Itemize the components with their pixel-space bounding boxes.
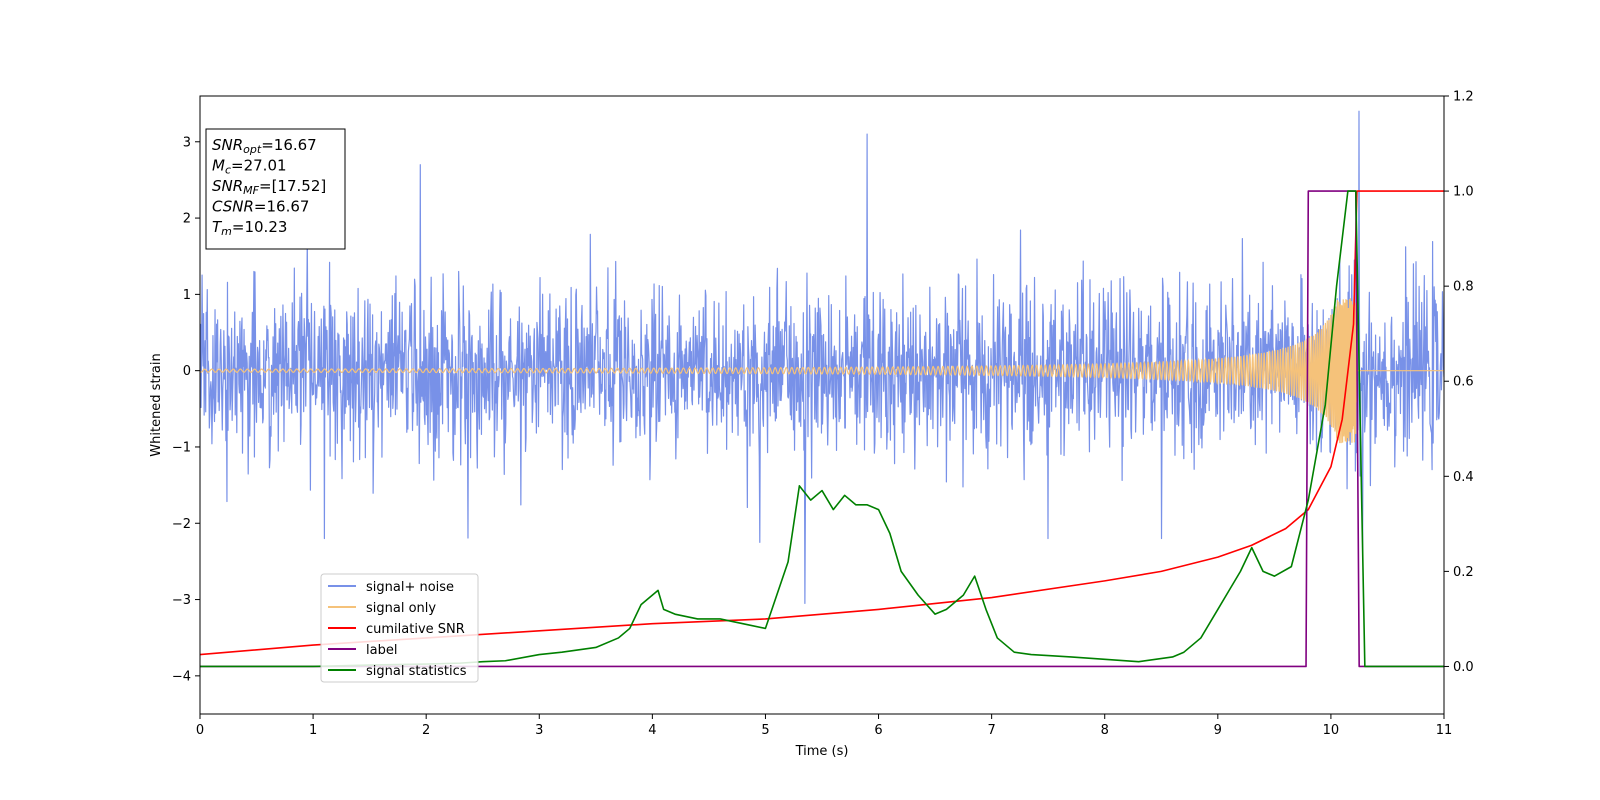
axes-layer: 0 1 2 3 4 5 6 7 8 9 10 11 −4 −3 −2 −1 0 1 2 3 0.0 0.2 0.4 0.6 0.… xyxy=(172,90,1474,739)
y-tick-label: 3 xyxy=(183,135,191,150)
series-signal-noise xyxy=(200,110,1444,604)
x-tick-label: 1 xyxy=(309,723,317,738)
x-tick-label: 0 xyxy=(196,723,204,738)
annotation-line: Mc=27.01 xyxy=(212,157,287,177)
series-layer xyxy=(200,110,1444,668)
annotation-line: SNRMF=[17.52] xyxy=(212,177,326,197)
x-tick-label: 5 xyxy=(761,723,769,738)
y-tick-label: −3 xyxy=(172,593,191,608)
series-signal-only xyxy=(200,298,1444,444)
x-tick-label: 9 xyxy=(1214,723,1222,738)
annotation-line: CSNR=16.67 xyxy=(212,198,309,216)
y2-tick-label: 0.8 xyxy=(1453,280,1474,295)
y-tick-label: −1 xyxy=(172,440,191,455)
legend-cumulative-snr-label: cumilative SNR xyxy=(366,622,465,637)
legend-signal-only-label: signal only xyxy=(366,601,436,616)
legend-frame xyxy=(320,573,479,683)
x-tick-label: 3 xyxy=(535,723,543,738)
annotation-frame xyxy=(205,128,346,250)
x-tick-label: 4 xyxy=(648,723,656,738)
x-tick-label: 2 xyxy=(422,723,430,738)
y2-tick-label: 0.4 xyxy=(1453,470,1474,485)
y-tick-label: 2 xyxy=(183,212,191,227)
x-tick-label: 11 xyxy=(1436,723,1453,738)
x-axis-label: Time (s) xyxy=(795,744,849,759)
y-tick-label: −2 xyxy=(172,517,191,532)
annotation-box: SNRopt=16.67Mc=27.01SNRMF=[17.52]CSNR=16… xyxy=(205,128,346,250)
y-tick-label: −4 xyxy=(172,669,191,684)
legend-label-label: label xyxy=(366,643,397,658)
plot-frame xyxy=(199,95,1445,715)
legend-signal-statistics-label: signal statistics xyxy=(366,664,467,679)
x-tick-label: 8 xyxy=(1101,723,1109,738)
annotation-line: Tm=10.23 xyxy=(212,218,287,238)
series-signal-statistics xyxy=(200,190,1444,668)
y2-tick-label: 1.0 xyxy=(1453,185,1474,200)
x-tick-label: 7 xyxy=(987,723,995,738)
y-tick-label: 0 xyxy=(183,364,191,379)
x-tick-label: 10 xyxy=(1323,723,1340,738)
legend: signal+ noise signal only cumilative SNR la… xyxy=(320,573,479,683)
series-cumulative-snr xyxy=(200,190,1444,656)
y2-tick-label: 0.6 xyxy=(1453,375,1474,390)
y2-tick-label: 0.0 xyxy=(1453,660,1474,675)
y-tick-label: 1 xyxy=(183,288,191,303)
annotation-line: SNRopt=16.67 xyxy=(212,136,317,156)
y2-tick-label: 0.2 xyxy=(1453,565,1474,580)
y-axis-label: Whitened strain xyxy=(149,353,164,456)
y2-tick-label: 1.2 xyxy=(1453,90,1474,105)
legend-signal-noise-label: signal+ noise xyxy=(366,580,454,595)
x-tick-label: 6 xyxy=(874,723,882,738)
